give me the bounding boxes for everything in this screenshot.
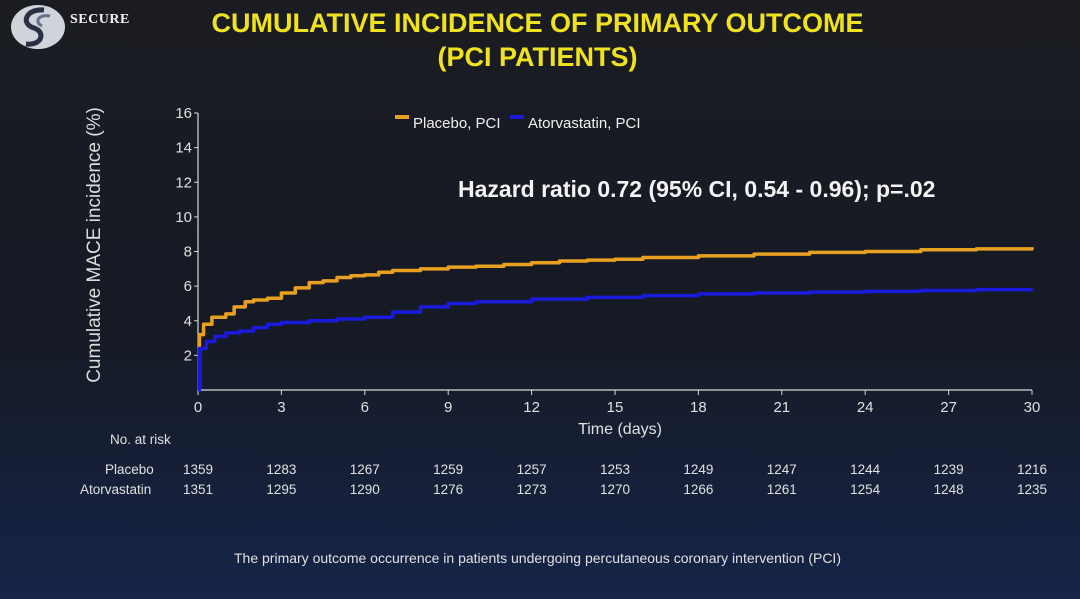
risk-cell: 1244 xyxy=(850,462,881,477)
x-tick-label: 9 xyxy=(444,399,452,416)
risk-cell: 1359 xyxy=(182,462,214,477)
x-tick-label: 24 xyxy=(857,399,874,416)
risk-cell: 1239 xyxy=(933,462,964,477)
y-tick-label: 4 xyxy=(184,313,192,330)
x-tick-label: 12 xyxy=(523,399,540,416)
footnote: The primary outcome occurrence in patien… xyxy=(234,550,841,566)
chart-legend: Placebo, PCI Atorvastatin, PCI xyxy=(395,115,641,132)
risk-cell: 1249 xyxy=(683,462,714,477)
logo-swirl-icon xyxy=(11,5,65,49)
risk-cell: 1276 xyxy=(433,482,464,497)
x-tick-label: 3 xyxy=(277,399,285,416)
legend-label: Placebo, PCI xyxy=(413,115,501,132)
series-line-atorvastatin xyxy=(197,287,1034,392)
risk-cell: 1261 xyxy=(766,482,797,497)
risk-cell: 1266 xyxy=(683,482,714,497)
x-tick-label: 0 xyxy=(194,399,202,416)
chart-title-line-2: (PCI PATIENTS) xyxy=(437,42,638,72)
x-tick-label: 30 xyxy=(1024,399,1041,416)
risk-row-label: Atorvastatin xyxy=(80,482,152,497)
hazard-ratio-annotation: Hazard ratio 0.72 (95% CI, 0.54 - 0.96);… xyxy=(458,176,936,202)
risk-row-label: Placebo xyxy=(105,462,154,477)
risk-cell: 1270 xyxy=(599,482,631,497)
x-tick-label: 18 xyxy=(690,399,707,416)
risk-cell: 1283 xyxy=(266,462,297,477)
chart-series xyxy=(197,247,1034,392)
y-tick-label: 2 xyxy=(184,347,192,364)
logo-text: SECURE xyxy=(70,12,130,27)
secure-trial-logo: SECURE xyxy=(8,2,129,52)
risk-cell: 1257 xyxy=(516,462,547,477)
x-tick-label: 27 xyxy=(940,399,957,416)
risk-cell: 1351 xyxy=(182,482,214,497)
risk-cell: 1267 xyxy=(349,462,380,477)
y-tick-label: 12 xyxy=(175,174,192,191)
chart-title-line-1: CUMULATIVE INCIDENCE OF PRIMARY OUTCOME xyxy=(211,8,864,38)
y-tick-label: 10 xyxy=(175,209,192,226)
risk-cell: 1216 xyxy=(1016,462,1048,477)
x-tick-label: 21 xyxy=(773,399,790,416)
risk-cell: 1254 xyxy=(850,482,881,497)
risk-table-title: No. at risk xyxy=(110,432,171,447)
risk-cell: 1247 xyxy=(766,462,797,477)
series-line-placebo xyxy=(197,247,1034,392)
x-axis-label: Time (days) xyxy=(578,421,662,438)
x-tick-label: 15 xyxy=(607,399,624,416)
risk-cell: 1273 xyxy=(516,482,547,497)
risk-cell: 1290 xyxy=(349,482,380,497)
y-tick-label: 14 xyxy=(175,140,192,157)
y-tick-label: 16 xyxy=(175,105,192,122)
x-tick-label: 6 xyxy=(361,399,369,416)
risk-cell: 1235 xyxy=(1016,482,1048,497)
y-tick-label: 6 xyxy=(184,278,192,295)
risk-cell: 1259 xyxy=(433,462,464,477)
legend-label: Atorvastatin, PCI xyxy=(528,115,641,132)
y-tick-label: 8 xyxy=(184,244,192,261)
risk-cell: 1253 xyxy=(599,462,631,477)
risk-cell: 1295 xyxy=(266,482,297,497)
risk-cell: 1248 xyxy=(933,482,964,497)
